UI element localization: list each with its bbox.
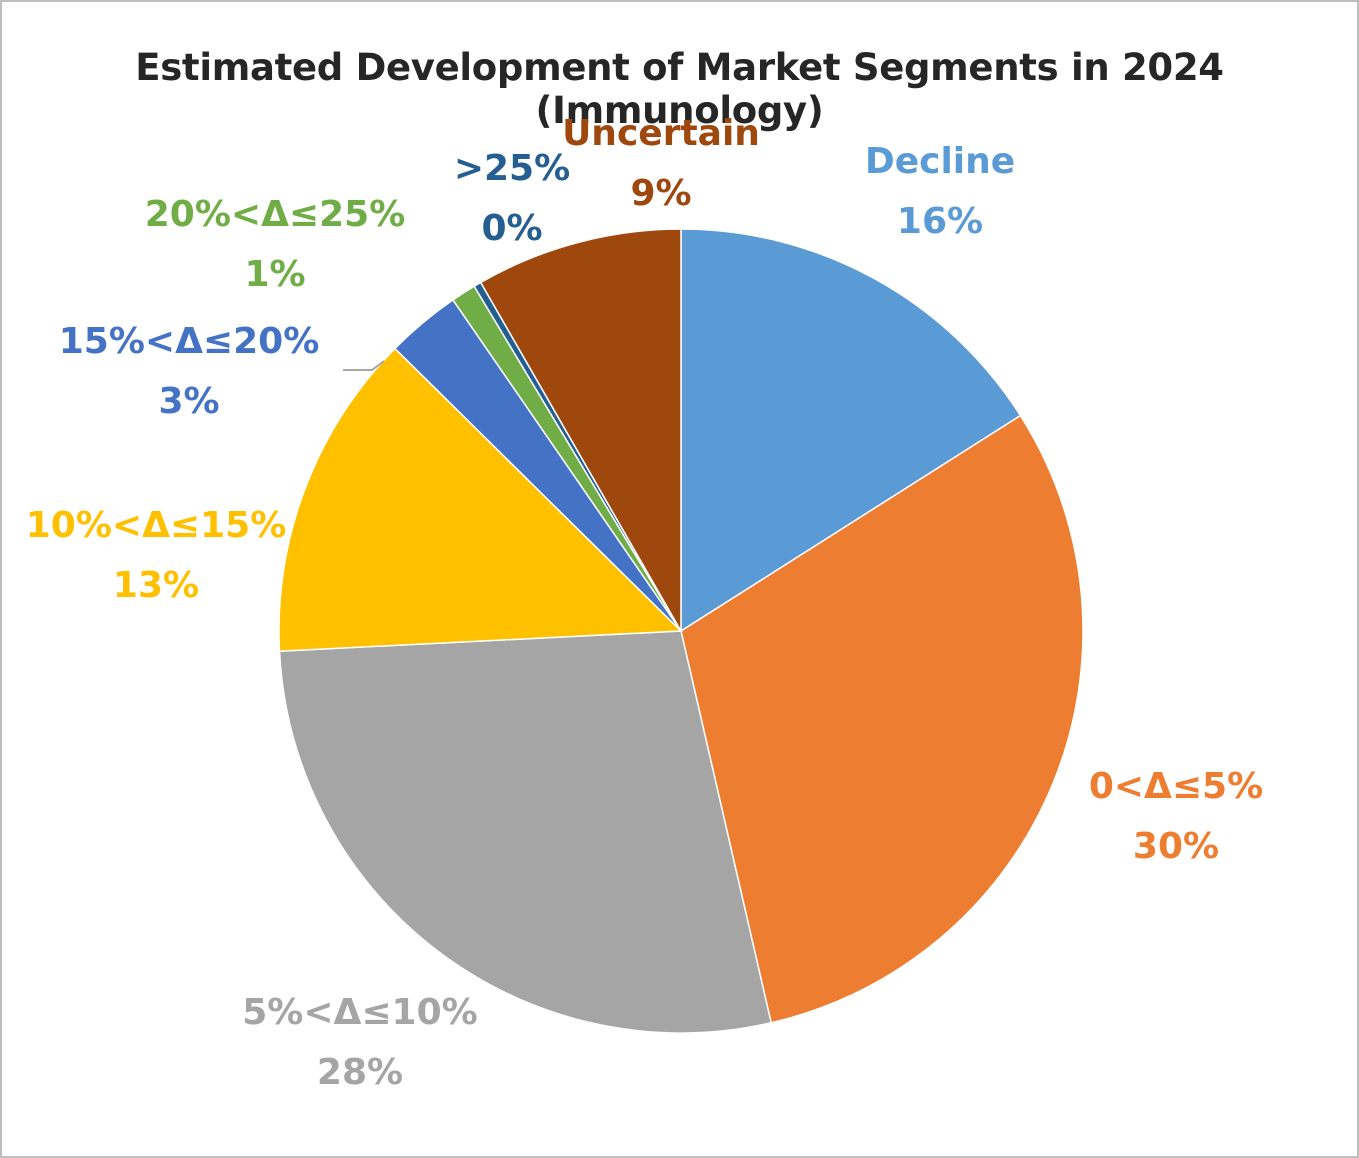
- pie-slice-0: [680, 228, 1022, 633]
- chart-title: Estimated Development of Market Segments…: [135, 46, 1224, 132]
- slice-label-6: >25%: [454, 148, 570, 189]
- slice-percent-7: 9%: [630, 173, 691, 214]
- slice-labels: Decline 16% 0<Δ≤5% 30% 5%<Δ≤10% 28% 10%<Δ≤15% 1…: [26, 113, 1263, 1093]
- slice-percent-5: 1%: [244, 254, 305, 295]
- pie-slice-2: [278, 630, 773, 1034]
- slice-label-2: 5%<Δ≤10%: [242, 992, 477, 1033]
- slice-percent-6: 0%: [481, 208, 542, 249]
- pie-slice-7: [479, 228, 682, 634]
- slice-percent-2: 28%: [317, 1052, 403, 1093]
- slice-percent-1: 30%: [1133, 826, 1219, 867]
- pie-slices: [278, 228, 1084, 1034]
- leader-line-15-20: [343, 360, 385, 371]
- pie-slice-3: [278, 347, 683, 652]
- slice-percent-3: 13%: [113, 565, 199, 606]
- slice-label-3: 10%<Δ≤15%: [26, 505, 287, 546]
- leader-lines: [343, 360, 385, 371]
- slice-label-0: Decline: [865, 141, 1015, 182]
- slice-label-5: 20%<Δ≤25%: [145, 194, 406, 235]
- slice-label-1: 0<Δ≤5%: [1089, 766, 1263, 807]
- slice-percent-0: 16%: [897, 201, 983, 242]
- slice-label-4: 15%<Δ≤20%: [59, 321, 320, 362]
- slice-percent-4: 3%: [158, 381, 219, 422]
- pie-slice-1: [680, 414, 1084, 1024]
- slice-label-7: Uncertain: [562, 113, 760, 154]
